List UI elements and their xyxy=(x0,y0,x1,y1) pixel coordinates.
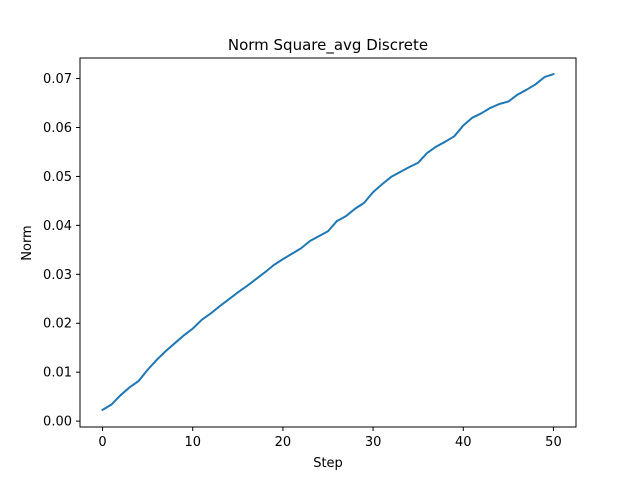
y-tick-label: 0.07 xyxy=(43,72,72,87)
x-tick-label: 20 xyxy=(275,435,292,450)
y-tick-label: 0.03 xyxy=(43,268,72,283)
series-layer xyxy=(101,72,555,412)
x-tick-label: 0 xyxy=(98,435,106,450)
y-tick-label: 0.04 xyxy=(43,219,72,234)
y-tick-label: 0.02 xyxy=(43,317,72,332)
y-axis-title: Norm xyxy=(20,225,35,260)
x-tick-label: 30 xyxy=(365,435,382,450)
y-tick-label: 0.00 xyxy=(43,415,72,430)
axes-frame xyxy=(79,57,577,428)
y-tick-label: 0.06 xyxy=(43,121,72,136)
series-line-0 xyxy=(101,72,555,412)
y-axis-ticks: 0.00 0.01 0.02 0.03 0.04 0.05 0.06 0.07 xyxy=(43,72,80,430)
chart-title: Norm Square_avg Discrete xyxy=(228,36,428,55)
axes-border xyxy=(79,57,577,428)
x-tick-label: 10 xyxy=(184,435,201,450)
y-tick-label: 0.05 xyxy=(43,170,72,185)
x-axis-ticks: 0 10 20 30 40 50 xyxy=(98,427,562,450)
x-axis-title: Step xyxy=(313,456,343,471)
x-tick-label: 50 xyxy=(545,435,562,450)
y-tick-label: 0.01 xyxy=(43,366,72,381)
x-tick-label: 40 xyxy=(455,435,472,450)
